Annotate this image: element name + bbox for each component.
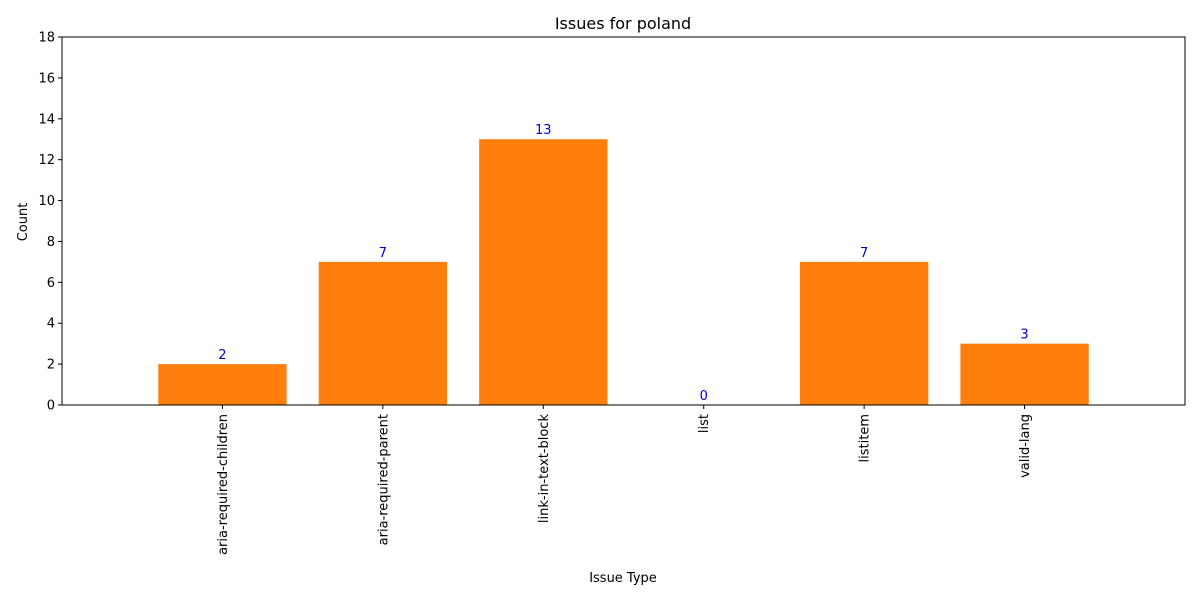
y-tick-label: 0: [47, 399, 55, 414]
bar-link-in-text-block: [479, 139, 608, 405]
y-tick-label: 4: [47, 317, 55, 332]
x-tick-label-valid-lang: valid-lang: [1018, 414, 1033, 478]
x-axis-ticks: aria-required-children aria-required-pare…: [216, 405, 1033, 555]
x-tick-label-list: list: [697, 414, 712, 433]
y-tick-label: 18: [38, 31, 55, 46]
bars: [158, 139, 1089, 405]
data-labels: 2 7 13 0 7 3: [218, 123, 1028, 404]
data-label-valid-lang: 3: [1020, 328, 1028, 343]
data-label-aria-required-parent: 7: [379, 246, 387, 261]
data-label-list: 0: [700, 389, 708, 404]
y-tick-label: 8: [47, 235, 55, 250]
bar-listitem: [799, 261, 929, 405]
plot-frame: [61, 36, 1186, 406]
data-label-listitem: 7: [860, 246, 868, 261]
y-axis-title: Count: [16, 203, 31, 242]
y-axis-ticks: 0 2 4 6 8 10 12 14 16 18: [38, 31, 62, 414]
bar-aria-required-parent: [318, 261, 448, 405]
y-tick-label: 16: [38, 71, 55, 86]
x-tick-label-link-in-text-block: link-in-text-block: [537, 414, 552, 524]
y-tick-label: 2: [47, 358, 55, 373]
y-tick-label: 10: [38, 194, 55, 209]
y-tick-label: 6: [47, 276, 55, 291]
x-tick-label-aria-required-children: aria-required-children: [216, 414, 231, 555]
data-label-link-in-text-block: 13: [535, 123, 552, 138]
bar-valid-lang: [960, 343, 1089, 405]
y-tick-label: 12: [38, 153, 55, 168]
x-axis-title: Issue Type: [589, 571, 657, 586]
y-tick-label: 14: [38, 112, 55, 127]
chart-title: Issues for poland: [555, 14, 691, 33]
bar-aria-required-children: [158, 364, 287, 405]
x-tick-label-listitem: listitem: [858, 414, 873, 462]
data-label-aria-required-children: 2: [218, 348, 226, 363]
x-tick-label-aria-required-parent: aria-required-parent: [376, 414, 391, 545]
